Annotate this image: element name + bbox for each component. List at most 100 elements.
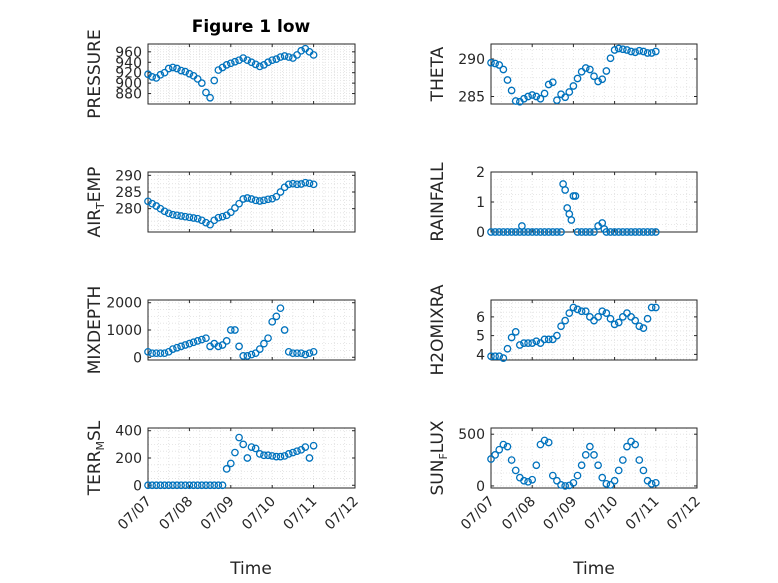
data-point <box>189 338 198 347</box>
data-point <box>276 304 285 313</box>
panel-theta: 285 290 THETA <box>428 43 698 106</box>
data-point <box>647 228 656 236</box>
data-point <box>495 445 504 454</box>
y-tick-label: 500 <box>458 427 485 443</box>
data-point <box>635 228 644 236</box>
data-point <box>148 481 156 490</box>
data-point <box>557 228 565 236</box>
data-point <box>251 60 260 69</box>
data-point <box>264 451 272 460</box>
data-point <box>639 324 648 332</box>
data-point <box>507 86 516 95</box>
data-point <box>544 335 553 344</box>
data-point <box>528 339 537 347</box>
data-point <box>284 347 293 356</box>
data-point <box>185 339 194 348</box>
data-point <box>606 228 615 236</box>
axes-box <box>490 43 698 105</box>
data-point <box>268 317 277 326</box>
data-point <box>631 48 640 57</box>
data-point <box>511 228 520 236</box>
data-point <box>532 461 541 470</box>
data-point <box>164 481 173 490</box>
data-point <box>618 45 627 54</box>
y-axis-label: SUNFLUX <box>428 420 450 495</box>
data-point <box>289 448 297 457</box>
data-point <box>197 216 206 225</box>
x-axis-label-left: Time <box>229 559 272 579</box>
y-tick-label: 1 <box>476 195 485 211</box>
data-point <box>202 334 210 343</box>
data-point <box>284 180 293 189</box>
data-point <box>495 61 504 69</box>
data-point <box>293 180 301 189</box>
data-point <box>520 339 528 347</box>
data-point <box>573 74 582 83</box>
data-point <box>243 56 252 65</box>
data-point <box>639 228 648 236</box>
data-point <box>577 307 586 316</box>
data-point <box>226 59 235 68</box>
data-point <box>548 471 557 480</box>
data-point <box>557 322 565 331</box>
data-point <box>643 49 652 57</box>
data-point <box>618 313 627 321</box>
x-tick-label: 07/07 <box>458 494 498 534</box>
data-point <box>614 44 623 53</box>
data-point <box>590 451 598 459</box>
data-point <box>561 93 570 102</box>
data-point <box>561 482 570 490</box>
y-tick-label: 940 <box>115 55 142 71</box>
data-point <box>618 228 627 236</box>
data-point <box>606 314 615 323</box>
data-point <box>148 199 156 208</box>
data-point <box>260 339 268 348</box>
data-point <box>144 197 152 206</box>
y-tick-label: 0 <box>476 225 485 241</box>
data-point <box>491 451 499 459</box>
data-point <box>540 228 549 236</box>
data-point <box>573 228 582 236</box>
data-point <box>152 481 161 490</box>
data-point <box>544 438 553 447</box>
y-tick-label: 920 <box>115 66 142 82</box>
data-point <box>651 228 660 236</box>
data-point <box>540 335 549 344</box>
data-point <box>623 442 631 451</box>
data-point <box>264 58 272 67</box>
data-point <box>627 313 635 321</box>
data-point <box>173 343 181 352</box>
y-axis-label: H2OMIXRA <box>428 284 448 375</box>
panel-terr_msl: 0 200 400 07/07 07/08 07/09 07/10 07/11 07/12 TER… <box>85 420 362 533</box>
data-point <box>557 481 565 489</box>
data-point <box>503 344 512 353</box>
data-point <box>623 46 631 54</box>
data-point <box>144 481 152 490</box>
data-point <box>495 352 504 361</box>
data-point <box>507 228 516 236</box>
data-point <box>602 228 611 236</box>
data-point <box>647 480 656 488</box>
data-point <box>222 337 231 345</box>
data-point <box>284 53 293 61</box>
data-point <box>193 481 202 490</box>
data-point <box>643 314 652 323</box>
y-tick-label: 4 <box>476 347 485 363</box>
data-point <box>577 461 586 470</box>
data-point <box>565 88 574 96</box>
data-point <box>272 55 281 63</box>
data-point <box>156 70 165 79</box>
data-point <box>239 440 248 449</box>
data-point <box>193 75 202 83</box>
data-point <box>586 228 594 236</box>
y-tick-label: 285 <box>115 185 142 201</box>
figure-title: Figure 1 low <box>192 17 311 37</box>
panel-rainfall: 0 1 2 RAINFALL <box>428 162 698 242</box>
data-point <box>553 96 561 105</box>
data-point <box>631 316 640 325</box>
data-point <box>606 54 615 63</box>
data-point <box>491 352 499 361</box>
data-point <box>235 433 243 442</box>
data-point <box>231 326 239 334</box>
